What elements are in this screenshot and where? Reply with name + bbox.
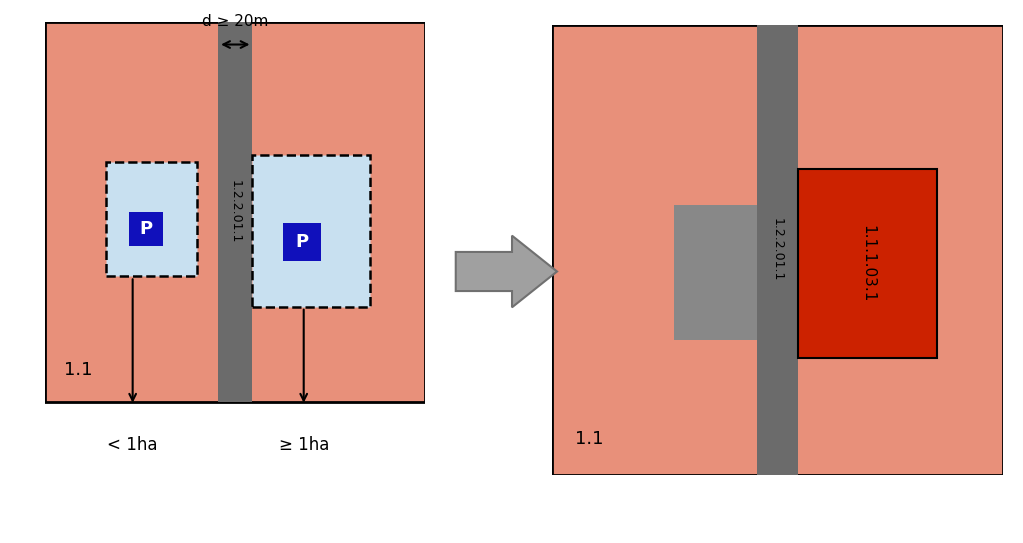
- Text: P: P: [139, 220, 152, 238]
- Text: d ≥ 20m: d ≥ 20m: [203, 14, 268, 29]
- Text: < 1ha: < 1ha: [107, 436, 158, 454]
- Bar: [218, 22, 253, 402]
- Bar: [45, 22, 426, 402]
- Bar: [129, 212, 163, 246]
- Bar: [282, 223, 321, 261]
- Bar: [253, 155, 370, 307]
- Text: 1.1: 1.1: [64, 361, 93, 379]
- PathPatch shape: [456, 236, 558, 307]
- Text: 1.1: 1.1: [575, 430, 604, 448]
- Bar: [757, 25, 798, 475]
- Bar: [674, 205, 798, 340]
- Text: 1.2.2.01.1: 1.2.2.01.1: [771, 218, 784, 281]
- Text: P: P: [296, 233, 308, 251]
- Bar: [798, 169, 937, 358]
- Bar: [106, 162, 197, 276]
- Text: 1.2.2.01.1: 1.2.2.01.1: [229, 180, 241, 243]
- Text: ≥ 1ha: ≥ 1ha: [278, 436, 329, 454]
- Text: 1.1.1.03.1: 1.1.1.03.1: [860, 225, 875, 302]
- Bar: [757, 25, 798, 475]
